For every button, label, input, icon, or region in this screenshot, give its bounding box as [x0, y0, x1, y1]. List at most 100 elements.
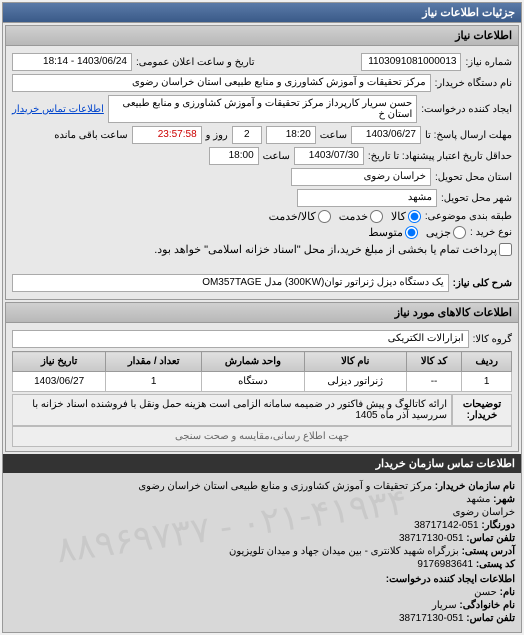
buyer-notes-label: توضیحات خریدار: [452, 394, 512, 426]
response-deadline-label: مهلت ارسال پاسخ: تا [425, 130, 512, 141]
contact-phone-label: تلفن تماس: [466, 533, 515, 544]
row-city: شهر محل تحویل: مشهد [12, 189, 512, 207]
th-4: تعداد / مقدار [106, 352, 202, 372]
city-value: مشهد [297, 189, 437, 207]
items-table: ردیف کد کالا نام کالا واحد شمارش تعداد /… [12, 351, 512, 392]
radio-partial-label: جزیی [426, 226, 451, 239]
creator-name-value: حسن [474, 587, 497, 598]
creator-value: حسن سریار کارپرداز مرکز تحقیقات و آموزش … [108, 95, 417, 123]
radio-service[interactable]: خدمت [339, 210, 383, 223]
budget-section-label: طبقه بندی موضوعی: [425, 211, 512, 222]
row-payment-type: نوع خرید : جزیی متوسط پرداخت تمام یا بخش… [12, 226, 512, 256]
payment-checkbox-input[interactable] [499, 243, 512, 256]
items-title: اطلاعات کالاهای مورد نیاز [6, 303, 518, 323]
table-header-row: ردیف کد کالا نام کالا واحد شمارش تعداد /… [13, 352, 512, 372]
radio-goods-input[interactable] [408, 210, 421, 223]
row-group: گروه کالا: ابزارالات الکتریکی [12, 330, 512, 348]
radio-partial-input[interactable] [453, 226, 466, 239]
announce-datetime-label: تاریخ و ساعت اعلان عمومی: [136, 57, 255, 68]
main-title: جزئیات اطلاعات نیاز [3, 3, 521, 23]
td-0-2: ژنراتور دیزلی [304, 372, 406, 392]
province-value: خراسان رضوی [291, 168, 431, 186]
row-validity: حداقل تاریخ اعتبار پیشنهاد: تا تاریخ: 14… [12, 147, 512, 165]
contact-postal-line: کد پستی: 9176983641 [9, 559, 515, 570]
info-title: اطلاعات نیاز [6, 26, 518, 46]
radio-service-label: خدمت [339, 210, 368, 223]
main-panel: جزئیات اطلاعات نیاز اطلاعات نیاز شماره ن… [2, 2, 522, 633]
contact-fax-value: 051-38717142 [414, 520, 479, 531]
radio-service-input[interactable] [370, 210, 383, 223]
contact-org-line: نام سازمان خریدار: مرکز تحقیقات و آموزش … [9, 481, 515, 492]
creator-phone-line: تلفن تماس: 051-38717130 [9, 613, 515, 624]
contact-address-line: آدرس پستی: بزرگراه شهید کلانتری - بین می… [9, 546, 515, 557]
radio-medium-input[interactable] [405, 226, 418, 239]
response-date-value: 1403/06/27 [351, 126, 421, 144]
th-0: ردیف [462, 352, 512, 372]
creator-name-line: نام: حسن [9, 587, 515, 598]
creator-phone-value: 051-38717130 [399, 613, 464, 624]
contact-org-value: مرکز تحقیقات و آموزش کشاورزی و منابع طبی… [138, 481, 432, 492]
response-time-value: 18:20 [266, 126, 316, 144]
creator-label: ایجاد کننده درخواست: [421, 104, 512, 115]
table-row: 1 -- ژنراتور دیزلی دستگاه 1 1403/06/27 [13, 372, 512, 392]
buyer-notes-value: ارائه کاتالوگ و پیش فاکتور در ضمیمه ساما… [12, 394, 452, 426]
remaining-days-value: 2 [232, 126, 262, 144]
city-label: شهر محل تحویل: [441, 193, 512, 204]
payment-radio-group: جزیی متوسط [368, 226, 466, 239]
payment-note-text: پرداخت تمام یا بخشی از مبلغ خرید،از محل … [154, 243, 497, 256]
radio-both-label: کالا/خدمت [269, 210, 316, 223]
contact-province-value: خراسان رضوی [453, 507, 515, 518]
row-response-deadline: مهلت ارسال پاسخ: تا 1403/06/27 ساعت 18:2… [12, 126, 512, 144]
upload-note: جهت اطلاع رسانی،مقایسه و صحت سنجی [12, 426, 512, 447]
validity-date-value: 1403/07/30 [294, 147, 364, 165]
buyer-org-value: مرکز تحقیقات و آموزش کشاورزی و منابع طبی… [12, 74, 431, 92]
th-1: کد کالا [406, 352, 462, 372]
contact-phone-value: 051-38717130 [399, 533, 464, 544]
validity-time-label: ساعت [263, 151, 290, 162]
radio-both[interactable]: کالا/خدمت [269, 210, 331, 223]
remaining-time-value: 23:57:58 [132, 126, 202, 144]
row-request-number: شماره نیاز: 1103091081000013 تاریخ و ساع… [12, 53, 512, 71]
contact-fax-line: دورنگار: 051-38717142 [9, 520, 515, 531]
validity-time-value: 18:00 [209, 147, 259, 165]
contact-link[interactable]: اطلاعات تماس خریدار [12, 104, 104, 115]
description-label: شرح کلی نیاز: [453, 278, 512, 289]
response-time-label: ساعت [320, 130, 347, 141]
contact-fax-label: دورنگار: [481, 520, 515, 531]
row-description: شرح کلی نیاز: یک دستگاه دیزل ژنراتور توا… [12, 274, 512, 292]
td-0-0: 1 [462, 372, 512, 392]
th-3: واحد شمارش [202, 352, 305, 372]
payment-note-checkbox[interactable]: پرداخت تمام یا بخشی از مبلغ خرید،از محل … [154, 243, 512, 256]
validity-label: حداقل تاریخ اعتبار پیشنهاد: تا تاریخ: [368, 151, 512, 162]
contact-city-line: شهر: مشهد [9, 494, 515, 505]
creator-phone-label: تلفن تماس: [466, 613, 515, 624]
th-5: تاریخ نیاز [13, 352, 106, 372]
radio-partial[interactable]: جزیی [426, 226, 466, 239]
category-radio-group: کالا خدمت کالا/خدمت [269, 210, 421, 223]
group-label: گروه کالا: [473, 334, 512, 345]
radio-goods-label: کالا [391, 210, 406, 223]
creator-name-label: نام: [500, 587, 515, 598]
contact-title: اطلاعات تماس سازمان خریدار [3, 454, 521, 473]
group-value: ابزارالات الکتریکی [12, 330, 469, 348]
creator-family-value: سریار [432, 600, 457, 611]
contact-postal-value: 9176983641 [417, 559, 473, 570]
announce-datetime-value: 1403/06/24 - 18:14 [12, 53, 132, 71]
contact-postal-label: کد پستی: [476, 559, 515, 570]
contact-section: ۰۲۱-۴۱۹۳۴ - ۸۸۹۶۹۷۳۷ نام سازمان خریدار: … [3, 473, 521, 632]
row-budget-section: طبقه بندی موضوعی: کالا خدمت کالا/خدمت [12, 210, 512, 223]
contact-city-label: شهر: [493, 494, 515, 505]
items-panel: اطلاعات کالاهای مورد نیاز گروه کالا: ابز… [5, 302, 519, 452]
radio-both-input[interactable] [318, 210, 331, 223]
td-0-5: 1403/06/27 [13, 372, 106, 392]
info-panel: اطلاعات نیاز شماره نیاز: 110309108100001… [5, 25, 519, 300]
radio-medium[interactable]: متوسط [368, 226, 418, 239]
contact-org-label: نام سازمان خریدار: [435, 481, 515, 492]
row-creator: ایجاد کننده درخواست: حسن سریار کارپرداز … [12, 95, 512, 123]
row-province: استان محل تحویل: خراسان رضوی [12, 168, 512, 186]
creator-family-line: نام خانوادگی: سریار [9, 600, 515, 611]
request-number-label: شماره نیاز: [465, 57, 512, 68]
notes-row: توضیحات خریدار: ارائه کاتالوگ و پیش فاکت… [12, 394, 512, 426]
radio-goods[interactable]: کالا [391, 210, 421, 223]
contact-address-label: آدرس پستی: [462, 546, 515, 557]
